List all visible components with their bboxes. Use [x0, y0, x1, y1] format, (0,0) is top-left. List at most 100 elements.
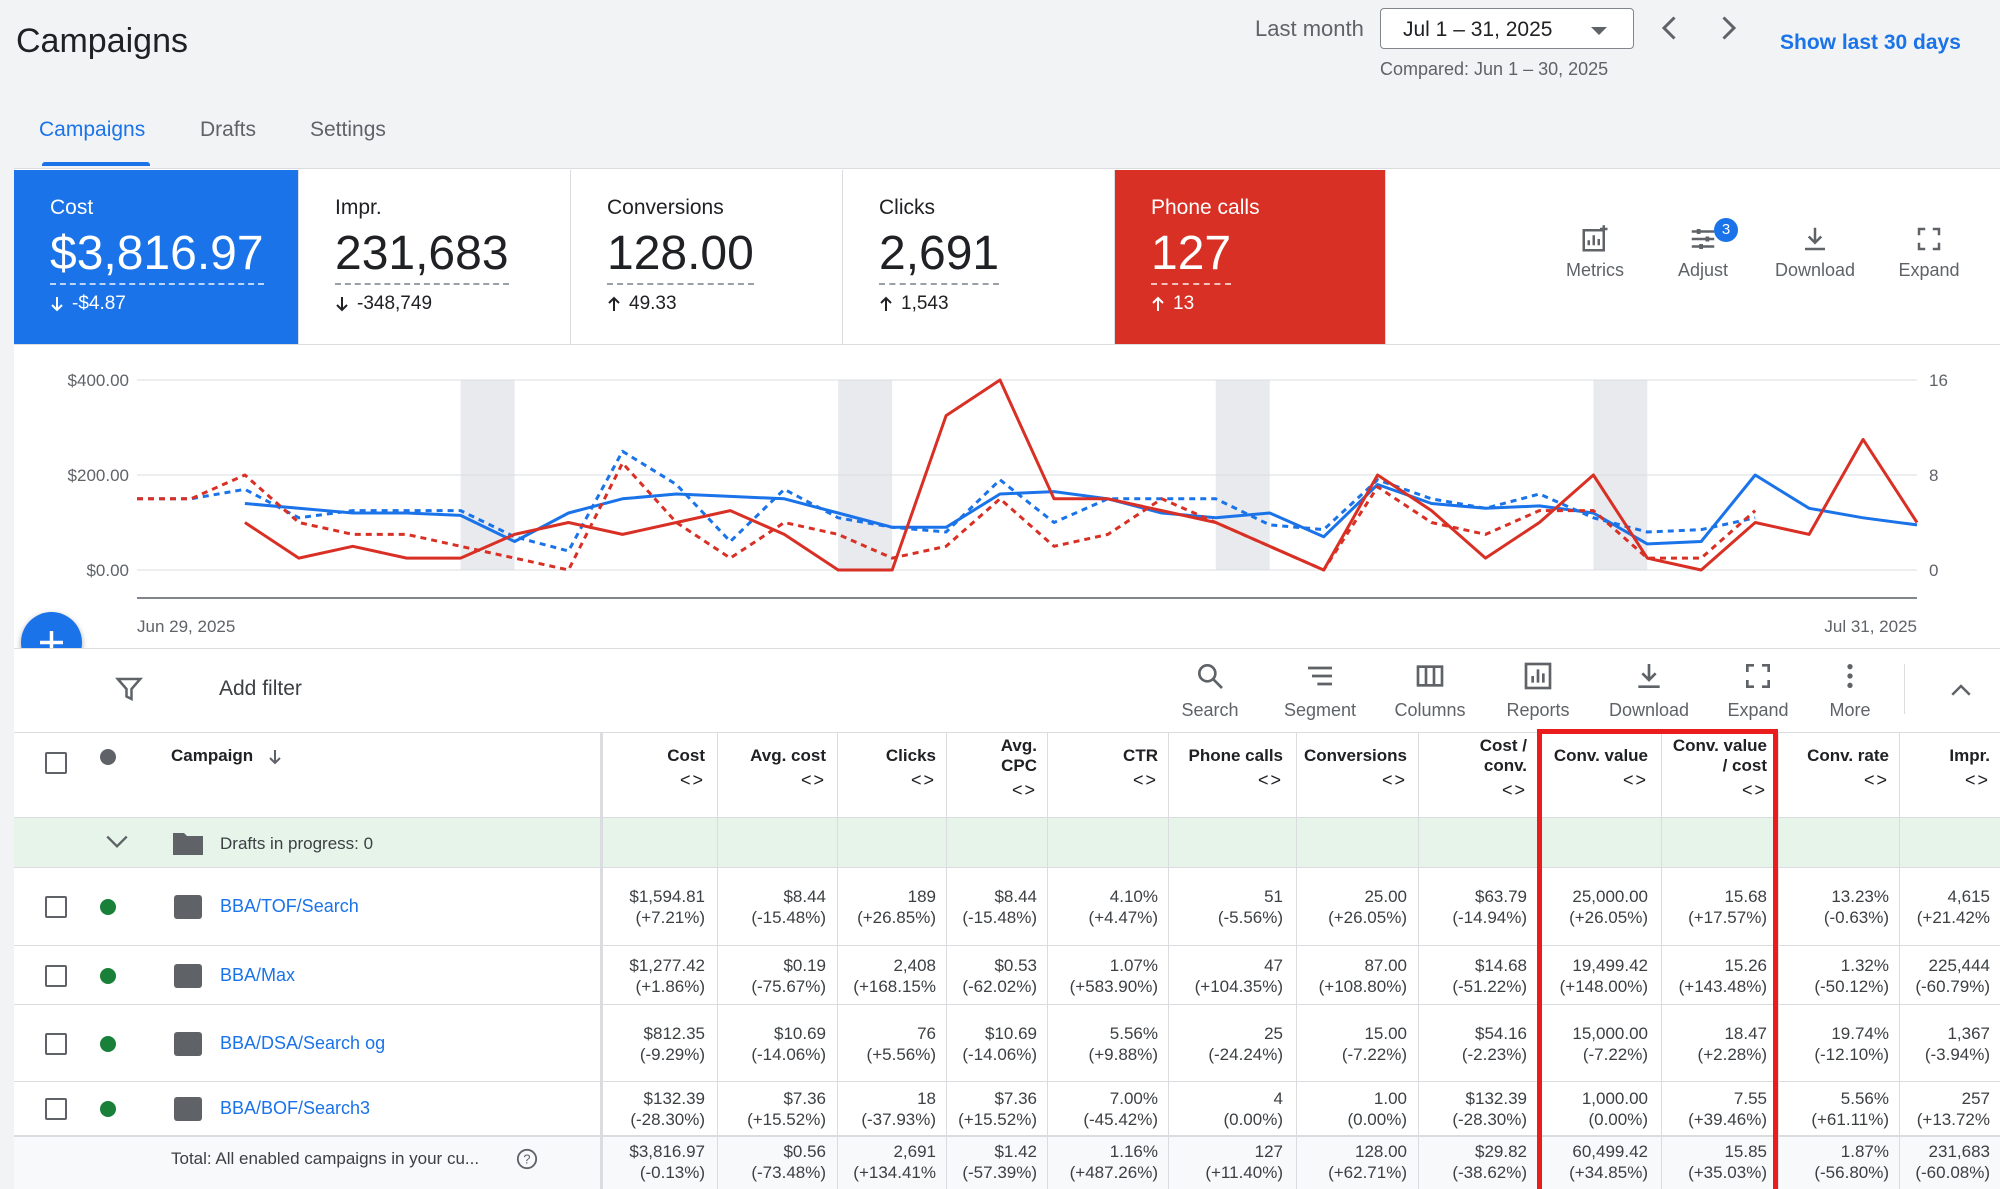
more-button[interactable]: More	[1822, 660, 1878, 721]
metric-label: Clicks	[879, 196, 935, 219]
cell-value: 15.85	[1724, 1142, 1767, 1161]
cell-change: (+5.56%)	[866, 1044, 936, 1064]
metric-card-phone-calls[interactable]: Phone calls 127 13	[1115, 170, 1386, 344]
column-header[interactable]: CTR <>	[1028, 746, 1158, 790]
status-enabled-icon[interactable]	[100, 1101, 116, 1117]
table-row[interactable]	[14, 946, 2000, 1005]
sort-toggle-icon[interactable]: <>	[1257, 770, 1283, 790]
row-checkbox[interactable]	[45, 1098, 67, 1120]
metric-card-cost[interactable]: Cost $3,816.97 -$4.87	[14, 170, 299, 344]
column-header[interactable]: Cost <>	[575, 746, 705, 790]
sort-toggle-icon[interactable]: <>	[1741, 780, 1767, 800]
table-row[interactable]	[14, 1005, 2000, 1082]
cell-change: (-50.12%)	[1814, 976, 1889, 996]
metrics-button[interactable]: Metrics	[1560, 224, 1630, 281]
column-header[interactable]: Conv. value <>	[1518, 746, 1648, 790]
total-cell: 128.00 (+62.71%)	[1287, 1141, 1407, 1183]
chevron-down-icon[interactable]	[104, 832, 130, 852]
metric-label: Impr.	[335, 196, 382, 219]
column-header-label: Clicks	[885, 746, 936, 765]
reports-icon	[1524, 662, 1552, 690]
sort-toggle-icon[interactable]: <>	[1863, 770, 1889, 790]
adjust-button[interactable]: Adjust	[1670, 224, 1736, 281]
search-button[interactable]: Search	[1172, 660, 1248, 721]
column-header[interactable]: Phone calls <>	[1153, 746, 1283, 790]
sort-toggle-icon[interactable]: <>	[1622, 770, 1648, 790]
cell-change: (-9.29%)	[639, 1044, 705, 1064]
expand-table-button[interactable]: Expand	[1720, 660, 1796, 721]
table-row[interactable]	[14, 1082, 2000, 1136]
column-header[interactable]: Cost / conv. <>	[1397, 736, 1527, 800]
table-cell: 1.07% (+583.90%)	[1038, 955, 1158, 997]
column-header[interactable]: Conv. rate <>	[1759, 746, 1889, 790]
row-checkbox[interactable]	[45, 1032, 67, 1055]
row-checkbox[interactable]	[45, 964, 67, 987]
select-all-checkbox[interactable]	[45, 752, 67, 774]
tab-settings[interactable]: Settings	[310, 118, 386, 141]
status-enabled-icon[interactable]	[100, 899, 116, 915]
tab-campaigns[interactable]: Campaigns	[39, 118, 146, 141]
sort-toggle-icon[interactable]: <>	[1011, 780, 1037, 800]
segment-button[interactable]: Segment	[1278, 660, 1362, 721]
table-cell: $132.39 (-28.30%)	[585, 1088, 705, 1130]
search-icon	[1198, 664, 1223, 689]
metric-value: 128.00	[607, 226, 754, 285]
columns-button[interactable]: Columns	[1390, 660, 1470, 721]
metric-card-clicks[interactable]: Clicks 2,691 1,543	[843, 170, 1115, 344]
metric-card-conversions[interactable]: Conversions 128.00 49.33	[571, 170, 843, 344]
sort-toggle-icon[interactable]: <>	[800, 770, 826, 790]
expand-chart-button[interactable]: Expand	[1894, 224, 1964, 281]
cell-value: $0.53	[994, 955, 1037, 975]
sort-toggle-icon[interactable]: <>	[1381, 770, 1407, 790]
cell-value: 18	[917, 1089, 936, 1108]
table-row[interactable]	[14, 868, 2000, 946]
reports-button[interactable]: Reports	[1500, 660, 1576, 721]
y-right-tick-label: 8	[1929, 466, 1938, 485]
status-enabled-icon[interactable]	[100, 1035, 116, 1052]
filter-icon[interactable]	[114, 674, 144, 704]
table-cell: 4 (0.00%)	[1163, 1088, 1283, 1130]
sort-toggle-icon[interactable]: <>	[910, 770, 936, 790]
sort-toggle-icon[interactable]: <>	[1501, 780, 1527, 800]
campaign-name-link[interactable]: BBA/Max	[220, 964, 296, 985]
table-cell: 76 (+5.56%)	[816, 1023, 936, 1065]
tab-drafts[interactable]: Drafts	[200, 118, 257, 141]
campaign-name-link[interactable]: BBA/TOF/Search	[220, 896, 359, 916]
column-header[interactable]: Clicks <>	[806, 746, 936, 790]
date-range-value: Jul 1 – 31, 2025	[1403, 18, 1553, 41]
download-table-button[interactable]: Download	[1602, 660, 1696, 721]
metric-card-impressions[interactable]: Impr. 231,683 -348,749	[299, 170, 571, 344]
help-icon[interactable]: ?	[516, 1148, 538, 1170]
sort-toggle-icon[interactable]: <>	[1964, 770, 1990, 790]
row-checkbox[interactable]	[45, 896, 67, 918]
show-last-30-days-link[interactable]: Show last 30 days	[1780, 31, 1961, 54]
column-header[interactable]: Impr. <>	[1860, 746, 1990, 790]
date-range-select[interactable]: Jul 1 – 31, 2025	[1380, 8, 1634, 49]
cell-value: $132.39	[643, 1089, 705, 1108]
total-cell: $29.82 (-38.62%)	[1407, 1141, 1527, 1183]
download-icon	[1805, 227, 1825, 251]
table-cell: 18.47 (+2.28%)	[1647, 1023, 1767, 1065]
cell-change: (+4.47%)	[1088, 908, 1158, 927]
sort-toggle-icon[interactable]: <>	[1132, 770, 1158, 790]
metrics-icon	[1582, 225, 1608, 252]
column-header[interactable]: Conv. value / cost <>	[1637, 736, 1767, 800]
column-header-label: Avg.	[1000, 736, 1037, 755]
download-chart-button[interactable]: Download	[1770, 224, 1860, 281]
campaign-name-link[interactable]: BBA/BOF/Search3	[220, 1098, 371, 1118]
chevron-left-icon[interactable]	[1652, 10, 1688, 46]
campaign-column-header[interactable]: Campaign	[171, 746, 282, 766]
cell-value: 189	[907, 887, 936, 906]
chevron-right-icon[interactable]	[1710, 10, 1746, 46]
table-cell: 189 (+26.85%)	[816, 886, 936, 928]
drafts-row[interactable]	[14, 818, 2000, 868]
column-header[interactable]: Conversions <>	[1277, 746, 1407, 790]
add-filter-button[interactable]: Add filter	[219, 677, 302, 700]
status-enabled-icon[interactable]	[100, 967, 116, 984]
column-header[interactable]: Avg. CPC <>	[907, 736, 1037, 800]
sort-toggle-icon[interactable]: <>	[679, 770, 705, 790]
campaign-name-link[interactable]: BBA/DSA/Search og	[220, 1032, 386, 1053]
chevron-up-icon[interactable]	[1946, 676, 1976, 706]
column-header[interactable]: Avg. cost <>	[696, 746, 826, 790]
search-campaign-icon	[174, 895, 202, 919]
